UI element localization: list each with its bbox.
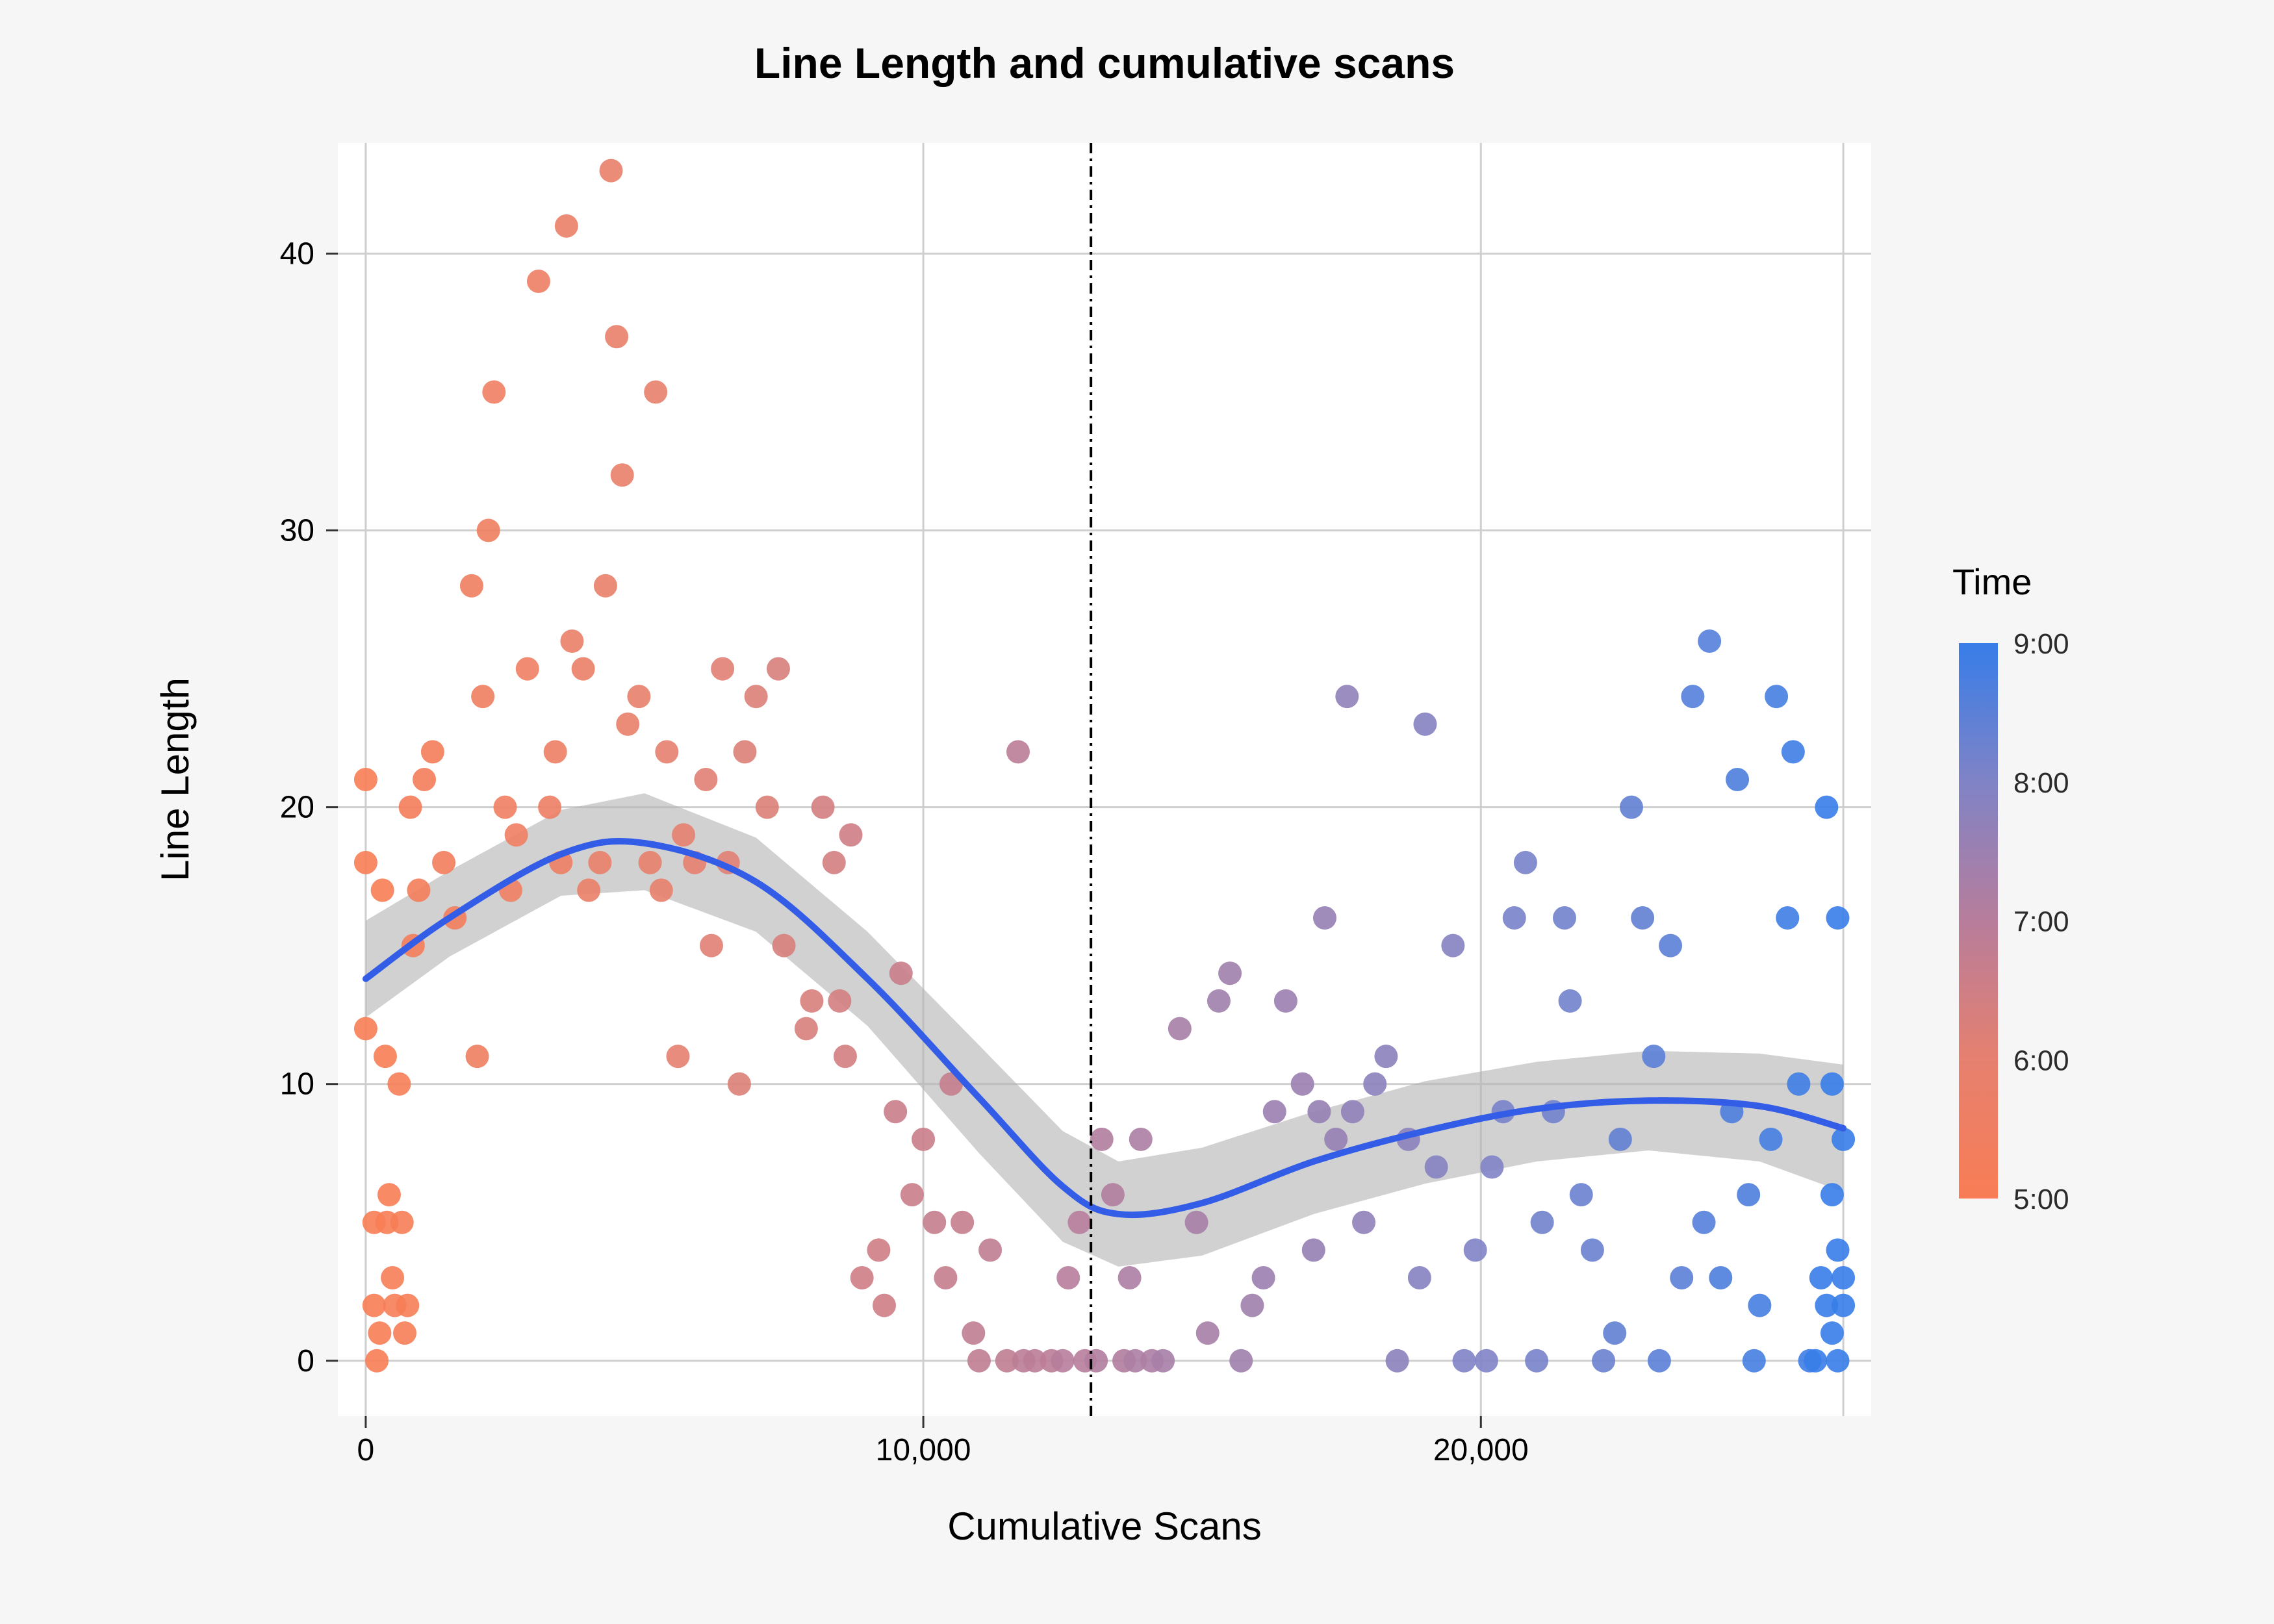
y-tick-label: 30: [280, 514, 314, 548]
legend-label: 7:00: [2013, 906, 2069, 938]
plot-title: Line Length and cumulative scans: [754, 39, 1455, 87]
x-axis-title: Cumulative Scans: [947, 1504, 1262, 1548]
legend-label: 8:00: [2013, 767, 2069, 799]
legend-label: 5:00: [2013, 1184, 2069, 1215]
y-tick-label: 10: [280, 1067, 314, 1102]
scatter-chart: 0 10,000 20,000 0 10 20 30 40 Cumulative Scans Li…: [0, 0, 2274, 1624]
y-tick-label: 0: [297, 1344, 314, 1378]
x-tick-label: 10,000: [876, 1433, 971, 1467]
legend-title: Time: [1952, 561, 2032, 602]
x-tick-label: 0: [357, 1433, 375, 1467]
y-tick-label: 20: [280, 791, 314, 825]
legend-label: 9:00: [2013, 628, 2069, 660]
y-axis-title: Line Length: [153, 678, 197, 882]
y-tick-label: 40: [280, 236, 314, 271]
x-tick-label: 20,000: [1433, 1433, 1529, 1467]
legend-label: 6:00: [2013, 1045, 2069, 1076]
chart-root: 0 10,000 20,000 0 10 20 30 40 Cumulative Scans Li…: [0, 0, 2274, 1624]
